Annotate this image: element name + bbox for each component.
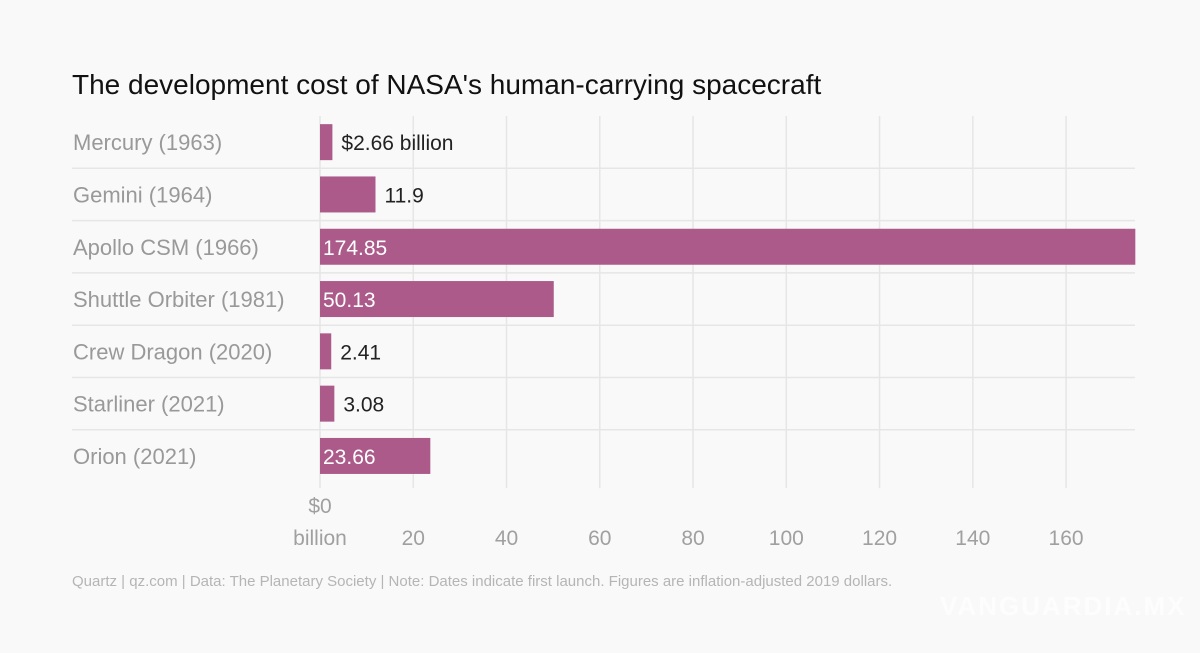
category-label: Mercury (1963): [73, 130, 222, 155]
data-label: 174.85: [323, 237, 387, 260]
data-label: 3.08: [343, 394, 384, 417]
x-tick-label: 60: [588, 527, 611, 550]
bar: [320, 124, 333, 161]
x-tick-label: 80: [681, 527, 704, 550]
data-label: $2.66 billion: [341, 132, 453, 155]
footer-note: Quartz | qz.com | Data: The Planetary So…: [72, 573, 892, 590]
category-label: Starliner (2021): [73, 392, 225, 417]
data-label: 23.66: [323, 446, 376, 469]
category-label: Gemini (1964): [73, 182, 212, 207]
bars: Mercury (1963) $2.66 billion Gemini (1964)…: [73, 124, 1136, 474]
bar: [320, 281, 554, 318]
bar: [320, 228, 1136, 265]
bar: [320, 176, 376, 213]
bar: [320, 385, 335, 422]
data-label: 2.41: [340, 341, 381, 364]
x-axis: $0 billion 20 40 60 80 100 120 140 160: [293, 495, 1083, 550]
chart-title: The development cost of NASA's human-car…: [72, 69, 821, 100]
data-label: 50.13: [323, 289, 376, 312]
x-tick-label: 160: [1049, 527, 1084, 550]
bar: [320, 333, 332, 370]
x-tick-label: 20: [402, 527, 425, 550]
x-tick-label: 140: [955, 527, 990, 550]
x-tick-label: 120: [862, 527, 897, 550]
x-tick-label: 40: [495, 527, 518, 550]
category-label: Orion (2021): [73, 444, 197, 469]
category-label: Crew Dragon (2020): [73, 339, 272, 364]
bar: [320, 437, 431, 474]
category-label: Shuttle Orbiter (1981): [73, 287, 285, 312]
gridlines: [72, 116, 1135, 489]
x-tick-label: $0 billion: [293, 495, 347, 550]
data-label: 11.9: [384, 184, 423, 207]
watermark-logo: VANGUARDIA.MX: [940, 591, 1187, 621]
x-tick-label: 100: [769, 527, 804, 550]
category-label: Apollo CSM (1966): [73, 235, 259, 260]
